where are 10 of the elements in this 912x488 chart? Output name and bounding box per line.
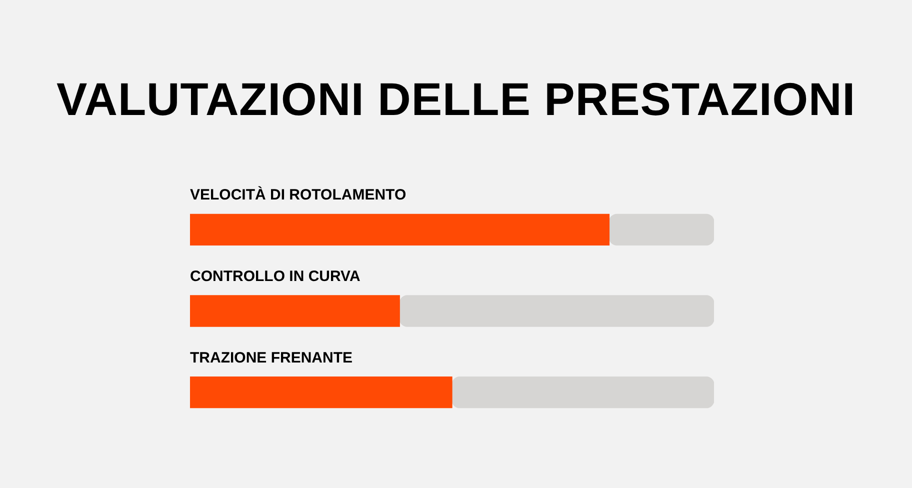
y-tick-label: CONTROLLO IN CURVA: [190, 268, 360, 285]
bar: [190, 295, 400, 327]
bar: [608, 214, 714, 246]
y-tick-label: TRAZIONE FRENANTE: [190, 349, 352, 366]
bar: [190, 376, 452, 408]
bar: [190, 214, 610, 246]
chart-title: VALUTAZIONI DELLE PRESTAZIONI: [55, 72, 857, 126]
bar: [452, 376, 714, 408]
y-tick-label: VELOCITÀ DI ROTOLAMENTO: [190, 186, 406, 204]
bar: [399, 295, 714, 327]
